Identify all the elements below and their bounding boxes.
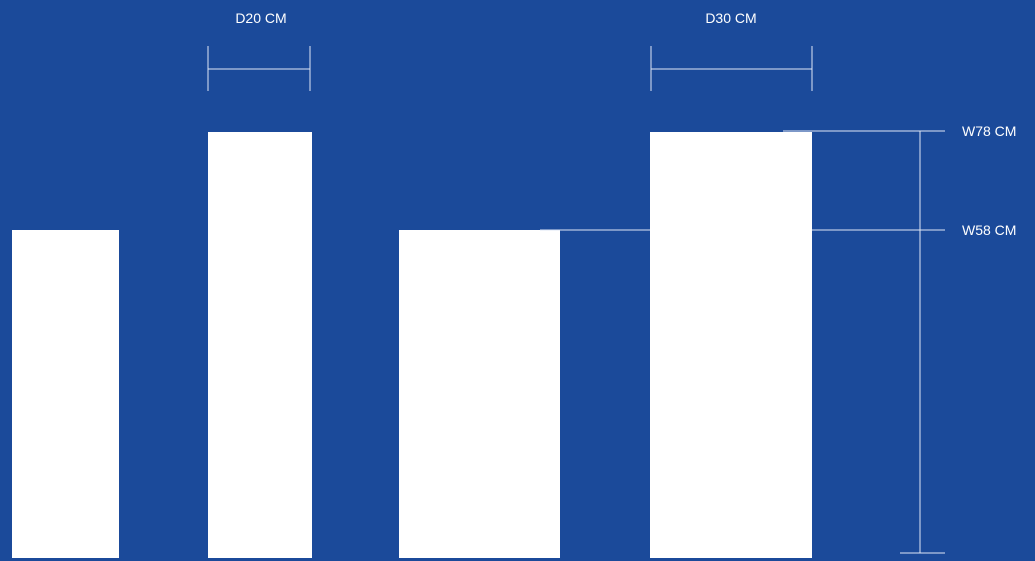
width-guides (540, 130, 945, 554)
short-bar-large (399, 230, 560, 558)
short-bar-small-left (12, 230, 119, 558)
depth-bracket-large (650, 46, 813, 91)
width-short-label: W58 CM (962, 222, 1016, 238)
depth-small-label: D20 CM (235, 10, 286, 26)
tall-bar-small (208, 132, 312, 558)
tall-bar-large (650, 132, 812, 558)
depth-large-label: D30 CM (705, 10, 756, 26)
depth-bracket-small (207, 46, 311, 91)
width-tall-label: W78 CM (962, 123, 1016, 139)
